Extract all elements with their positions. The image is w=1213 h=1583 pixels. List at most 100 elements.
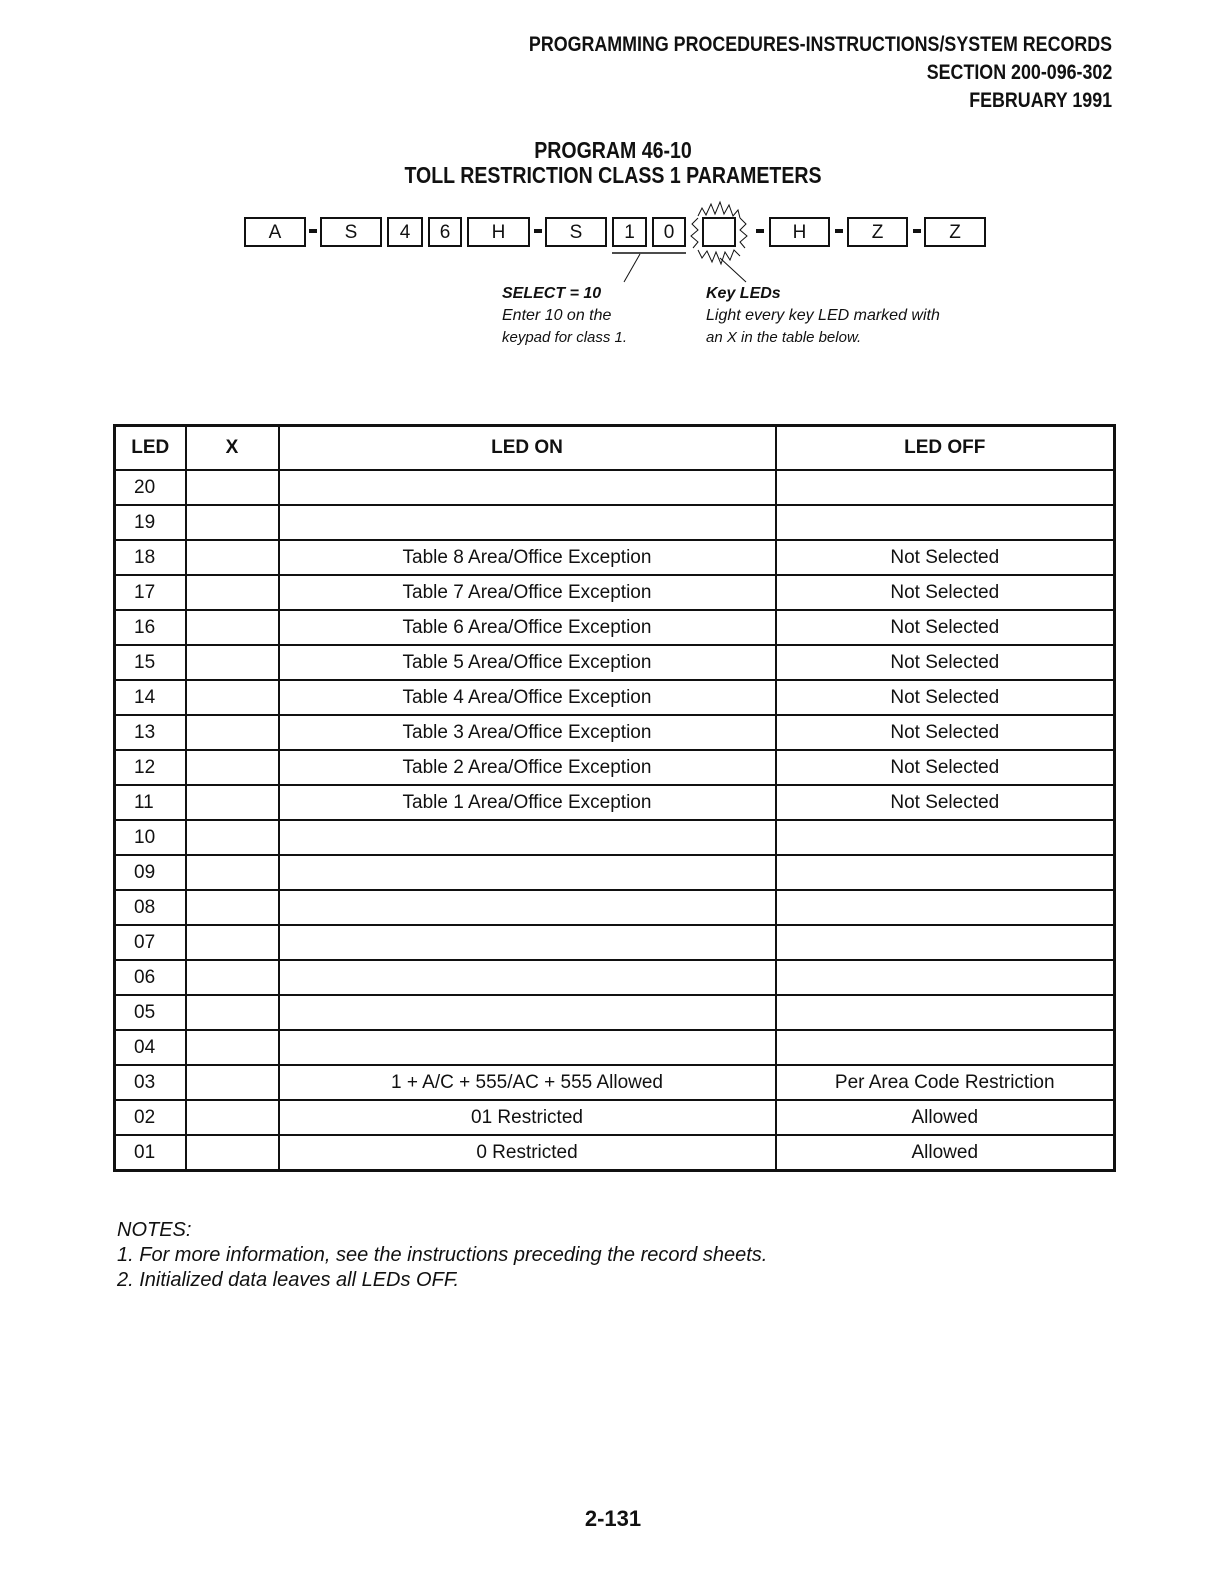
key-box: S [545, 217, 607, 247]
table-row: 08 [113, 889, 1116, 926]
led-cell: 09 [113, 854, 187, 891]
note-item: 1. For more information, see the instruc… [117, 1244, 768, 1266]
led-on-cell [277, 994, 777, 1031]
x-cell[interactable] [184, 1134, 280, 1172]
led-off-cell: Per Area Code Restriction [774, 1064, 1116, 1101]
x-cell[interactable] [184, 994, 280, 1031]
led-on-cell [277, 469, 777, 506]
led-on-cell: Table 6 Area/Office Exception [277, 609, 777, 646]
key-leds-heading: Key LEDs [706, 285, 781, 302]
x-cell[interactable] [184, 924, 280, 961]
table-row: 15 Table 5 Area/Office Exception Not Selec… [113, 644, 1116, 681]
dash [534, 229, 542, 233]
program-title: PROGRAM 46-10 [534, 137, 692, 163]
led-cell: 05 [113, 994, 187, 1031]
x-cell[interactable] [184, 889, 280, 926]
led-off-cell: Not Selected [774, 784, 1116, 821]
led-on-cell: Table 1 Area/Office Exception [277, 784, 777, 821]
x-cell[interactable] [184, 959, 280, 996]
select-line: keypad for class 1. [502, 329, 628, 346]
led-off-cell: Allowed [774, 1134, 1116, 1172]
x-cell[interactable] [184, 574, 280, 611]
key-box: 4 [387, 217, 423, 247]
x-cell[interactable] [184, 854, 280, 891]
x-cell[interactable] [184, 714, 280, 751]
led-cell: 20 [113, 469, 187, 506]
header-line-1: PROGRAMMING PROCEDURES-INSTRUCTIONS/SYST… [528, 33, 1112, 56]
key-box: Z [924, 217, 986, 247]
key-box: Z [847, 217, 908, 247]
led-on-cell: 1 + A/C + 555/AC + 555 Allowed [277, 1064, 777, 1101]
col-header-led-on: LED ON [277, 424, 777, 471]
led-on-cell: 0 Restricted [277, 1134, 777, 1172]
x-cell[interactable] [184, 819, 280, 856]
select-caption: SELECT = 10 Enter 10 on the keypad for c… [502, 283, 627, 349]
table-row: 06 [113, 959, 1116, 996]
led-cell: 15 [113, 644, 187, 681]
key-box: 6 [428, 217, 462, 247]
page-number: 2-131 [584, 1506, 642, 1531]
led-on-cell: Table 5 Area/Office Exception [277, 644, 777, 681]
x-cell[interactable] [184, 1029, 280, 1066]
led-on-cell [277, 854, 777, 891]
key-box: S [320, 217, 382, 247]
led-off-cell [774, 889, 1116, 926]
x-cell[interactable] [184, 679, 280, 716]
x-cell[interactable] [184, 539, 280, 576]
table-row: 01 0 Restricted Allowed [113, 1134, 1116, 1172]
led-off-cell: Not Selected [774, 749, 1116, 786]
led-on-cell [277, 889, 777, 926]
led-starburst-icon [690, 200, 748, 266]
led-table: LED X LED ON LED OFF 20 19 18 Table 8 Area/… [113, 424, 1116, 1172]
led-cell: 11 [113, 784, 187, 821]
x-cell[interactable] [184, 784, 280, 821]
x-cell[interactable] [184, 1099, 280, 1136]
led-off-cell: Allowed [774, 1099, 1116, 1136]
header-line-3: FEBRUARY 1991 [969, 89, 1112, 112]
dash [756, 229, 764, 233]
key-box: A [244, 217, 306, 247]
led-cell: 16 [113, 609, 187, 646]
led-cell: 06 [113, 959, 187, 996]
table-row: 19 [113, 504, 1116, 541]
key-box: 0 [652, 217, 686, 247]
x-cell[interactable] [184, 749, 280, 786]
col-header-led: LED [113, 424, 187, 471]
table-row: 04 [113, 1029, 1116, 1066]
led-cell: 13 [113, 714, 187, 751]
x-cell[interactable] [184, 1064, 280, 1101]
led-off-cell: Not Selected [774, 644, 1116, 681]
key-box: H [769, 217, 830, 247]
notes: NOTES: 1. For more information, see the … [117, 1218, 767, 1293]
led-on-cell [277, 1029, 777, 1066]
x-cell[interactable] [184, 609, 280, 646]
table-row: 20 [113, 469, 1116, 506]
led-on-cell: Table 3 Area/Office Exception [277, 714, 777, 751]
led-cell: 12 [113, 749, 187, 786]
x-cell[interactable] [184, 504, 280, 541]
led-cell: 19 [113, 504, 187, 541]
led-cell: 10 [113, 819, 187, 856]
key-leds-line: Light every key LED marked with [706, 307, 940, 324]
table-row: 02 01 Restricted Allowed [113, 1099, 1116, 1136]
table-row: 05 [113, 994, 1116, 1031]
dash [309, 229, 317, 233]
table-row: 17 Table 7 Area/Office Exception Not Selec… [113, 574, 1116, 611]
program-subtitle: TOLL RESTRICTION CLASS 1 PARAMETERS [404, 162, 822, 188]
x-cell[interactable] [184, 469, 280, 506]
led-on-cell [277, 924, 777, 961]
led-off-cell [774, 504, 1116, 541]
col-header-x: X [184, 424, 280, 471]
led-off-cell [774, 924, 1116, 961]
led-on-cell: Table 2 Area/Office Exception [277, 749, 777, 786]
led-off-cell [774, 819, 1116, 856]
led-off-cell [774, 1029, 1116, 1066]
led-on-cell [277, 504, 777, 541]
table-row: 14 Table 4 Area/Office Exception Not Selec… [113, 679, 1116, 716]
led-off-cell [774, 959, 1116, 996]
led-cell: 03 [113, 1064, 187, 1101]
table-row: 12 Table 2 Area/Office Exception Not Selec… [113, 749, 1116, 786]
led-off-cell: Not Selected [774, 574, 1116, 611]
key-leds-line: an X in the table below. [706, 329, 862, 346]
x-cell[interactable] [184, 644, 280, 681]
